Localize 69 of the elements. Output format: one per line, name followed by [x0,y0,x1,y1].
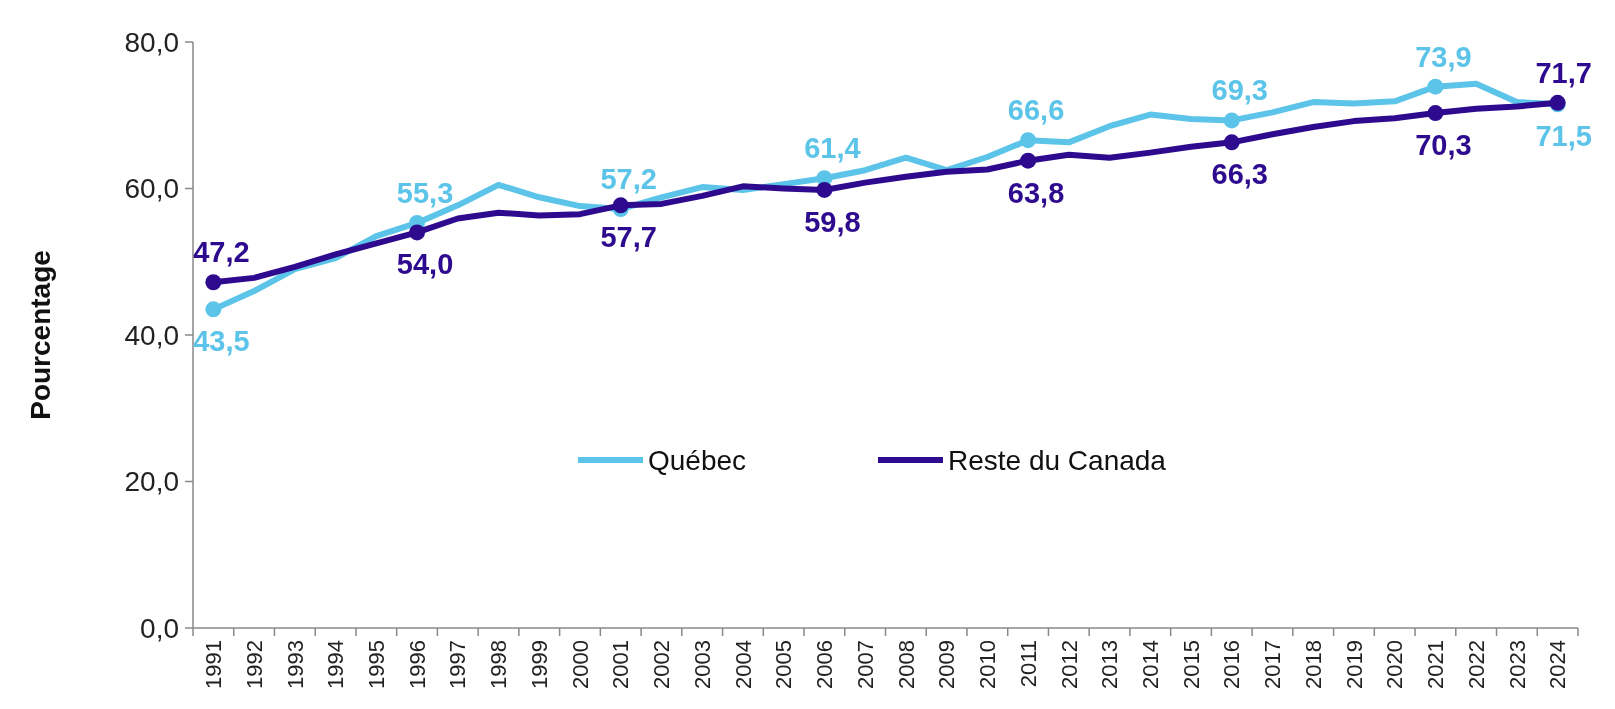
x-tick-label: 1991 [201,640,227,689]
x-tick-label: 2012 [1056,640,1082,689]
data-label: 57,7 [600,221,657,254]
x-tick-label: 1992 [241,640,267,689]
point [1427,78,1444,95]
x-tick-label: 2008 [893,640,919,689]
x-tick-label: 1993 [282,640,308,689]
x-tick-label: 2018 [1300,640,1326,689]
x-tick-label: 2010 [975,640,1001,689]
point [1427,105,1444,122]
x-tick-label: 1994 [323,640,349,689]
legend-label: Reste du Canada [948,444,1167,476]
data-label: 66,3 [1211,158,1268,191]
data-label: 66,6 [1007,94,1065,127]
x-tick-label: 2016 [1219,640,1245,689]
x-tick-label: 2021 [1423,640,1449,689]
point [816,181,833,198]
x-tick-label: 1998 [486,640,512,689]
y-tick-label: 40,0 [124,319,179,351]
data-label: 55,3 [396,176,454,209]
x-tick-label: 2003 [689,640,715,689]
point [612,197,629,214]
point [409,224,426,241]
y-axis-title: Pourcentage [25,250,56,420]
point [205,301,222,318]
x-tick-label: 2007 [852,640,878,689]
x-tick-label: 2017 [1260,640,1286,689]
data-label: 63,8 [1007,176,1065,209]
x-tick-label: 1995 [364,640,390,689]
data-label: 69,3 [1211,74,1268,107]
x-tick-label: 1999 [526,640,552,689]
y-tick-label: 60,0 [124,173,179,205]
data-label: 71,5 [1535,120,1592,153]
x-tick-label: 1997 [445,640,471,689]
data-label: 47,2 [193,236,250,269]
point [205,274,222,291]
x-tick-label: 2019 [1341,640,1367,689]
point [1020,132,1037,149]
x-tick-label: 1996 [404,640,430,689]
y-tick-label: 80,0 [124,26,179,58]
x-tick-label: 2002 [649,640,675,689]
data-label: 70,3 [1415,129,1472,162]
x-tick-label: 2004 [730,640,756,689]
x-tick-label: 2005 [771,640,797,689]
y-tick-label: 20,0 [124,466,179,498]
legend-label: Québec [648,444,747,476]
data-label: 71,7 [1535,56,1592,89]
x-tick-label: 2013 [1097,640,1123,689]
data-label: 43,5 [193,325,250,358]
y-tick-label: 0,0 [140,612,179,644]
point [1223,134,1240,151]
x-tick-label: 2022 [1463,640,1489,689]
x-tick-label: 2020 [1382,640,1408,689]
x-tick-label: 2001 [608,640,634,689]
data-label: 61,4 [804,132,861,165]
point [1223,112,1240,129]
data-label: 59,8 [804,205,861,238]
x-tick-label: 2009 [934,640,960,689]
x-tick-label: 2011 [1015,640,1041,688]
x-tick-label: 2015 [1178,640,1204,689]
x-tick-label: 2006 [812,640,838,689]
x-tick-label: 2024 [1545,640,1571,689]
data-label: 54,0 [396,248,454,281]
x-tick-label: 2000 [567,640,593,689]
data-label: 73,9 [1415,40,1472,73]
x-tick-label: 2014 [1137,640,1163,689]
x-tick-label: 2023 [1504,640,1530,689]
data-label: 57,2 [600,163,657,196]
point [1020,152,1037,169]
